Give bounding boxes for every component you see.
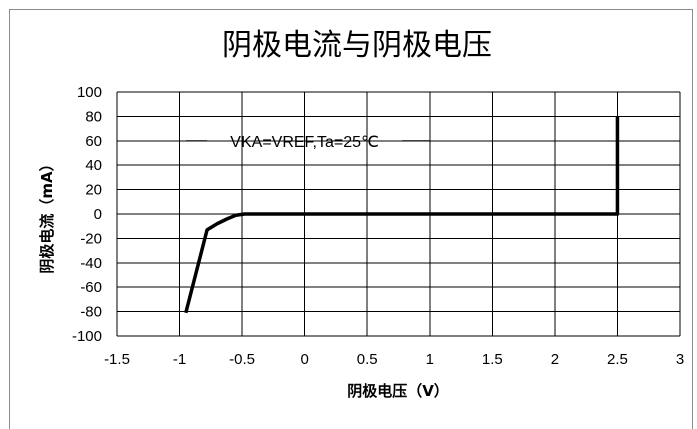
y-tick-label: 80	[85, 108, 102, 125]
x-tick-label: 1.5	[482, 351, 503, 368]
x-tick-label: 2.5	[607, 351, 628, 368]
y-tick-label: 20	[85, 182, 102, 199]
y-tick-label: -60	[80, 279, 102, 296]
x-tick-label: 2	[551, 351, 559, 368]
x-tick-label: -1.5	[104, 351, 130, 368]
y-tick-label: 40	[85, 157, 102, 174]
x-tick-labels: -1.5 -1 -0.5 0 0.5 1 1.5 2 2.5 3	[104, 351, 684, 368]
x-tick-label: -1	[173, 351, 186, 368]
x-tick-label: -0.5	[229, 351, 255, 368]
x-tick-label: 0	[300, 351, 308, 368]
annotation-text: VKA=VREF,Ta=25℃	[230, 134, 379, 151]
x-tick-label: 1	[426, 351, 434, 368]
series-line	[184, 116, 620, 314]
y-axis-title: 阴极电流（mA）	[38, 156, 56, 273]
series-group	[184, 116, 620, 314]
y-tick-label: 100	[77, 84, 102, 101]
x-axis-title: 阴极电压（V）	[347, 382, 449, 400]
x-tick-label: 3	[676, 351, 684, 368]
y-tick-label: -40	[80, 255, 102, 272]
y-tick-labels: 100 80 60 40 20 0 -20 -40 -60 -80 -100	[72, 84, 102, 345]
chart-title: 阴极电流与阴极电压	[222, 28, 492, 63]
y-tick-label: 0	[94, 206, 102, 223]
y-tick-label: -80	[80, 304, 102, 321]
y-tick-label: -20	[80, 230, 102, 247]
y-tick-label: -100	[72, 328, 102, 345]
x-tick-label: 0.5	[357, 351, 378, 368]
annotation: VKA=VREF,Ta=25℃	[185, 134, 430, 151]
chart-frame	[9, 9, 693, 429]
y-tick-label: 60	[85, 133, 102, 150]
